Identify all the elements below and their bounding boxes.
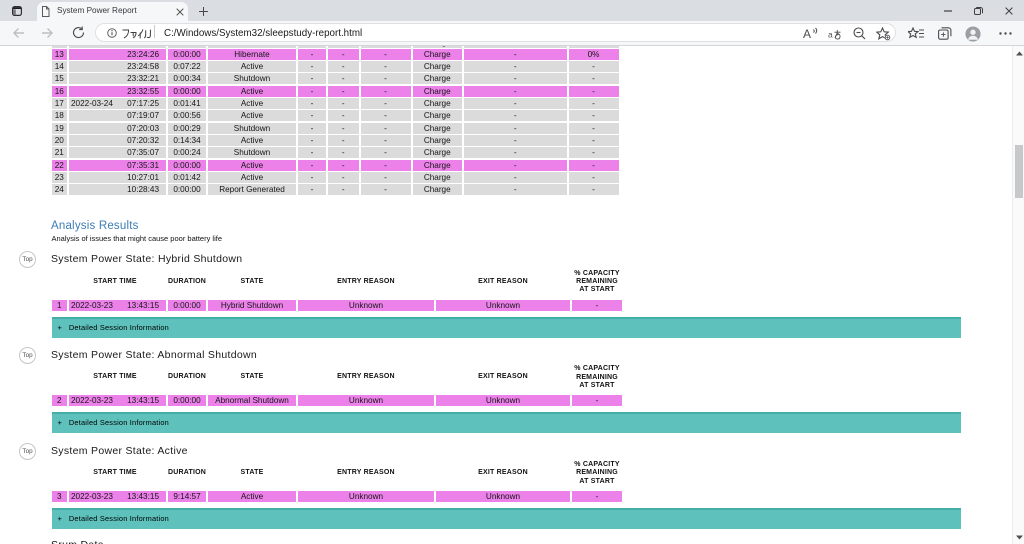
svg-text:a: a <box>828 30 833 40</box>
svg-text:A: A <box>803 27 811 40</box>
